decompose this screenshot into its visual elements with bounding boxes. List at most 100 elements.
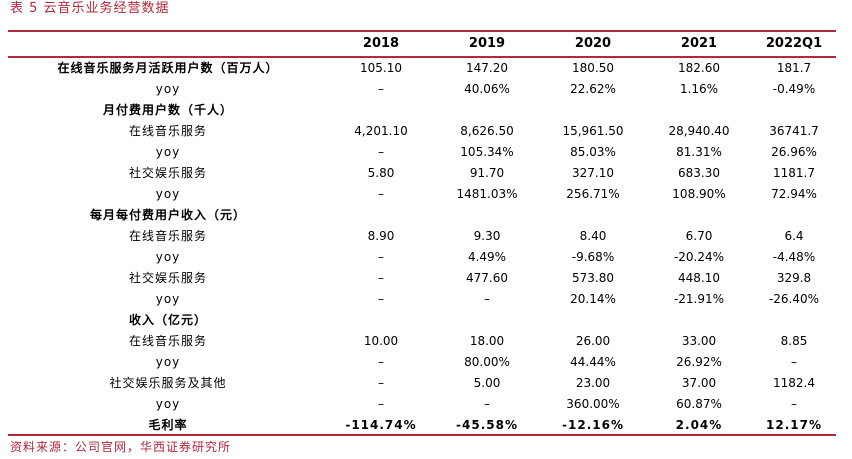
table-row: yoy – 1481.03% 256.71% 108.90% 72.94% xyxy=(8,184,836,205)
data-cell: 37.00 xyxy=(681,376,717,390)
table-body: 在线音乐服务月活跃用户数（百万人） 105.10 147.20 180.50 182.6… xyxy=(8,57,836,436)
data-cell: – xyxy=(484,397,490,411)
data-cell: 60.87% xyxy=(676,397,722,411)
data-cell: -9.68% xyxy=(571,250,615,264)
row-label: 在线音乐服务 xyxy=(128,124,207,138)
data-cell xyxy=(752,205,836,226)
data-cell: 448.10 xyxy=(678,271,720,285)
data-cell xyxy=(646,205,752,226)
data-cell: 4,201.10 xyxy=(354,124,408,138)
data-cell xyxy=(434,205,540,226)
table-row: 毛利率 -114.74% -45.58% -12.16% 2.04% 12.17% xyxy=(8,415,836,436)
table-row: 社交娱乐服务 – 477.60 573.80 448.10 329.8 xyxy=(8,268,836,289)
data-cell: 8,626.50 xyxy=(460,124,514,138)
data-cell: 105.10 xyxy=(360,61,402,75)
data-cell xyxy=(646,310,752,331)
row-label: yoy xyxy=(155,187,181,201)
bottom-rule xyxy=(8,434,836,436)
operating-data-table: 2018 2019 2020 2021 2022Q1 在线音乐服务月活跃用户数（… xyxy=(8,32,836,436)
top-rule xyxy=(8,30,836,32)
header-cell: 2019 xyxy=(434,32,540,58)
data-cell: – xyxy=(378,187,384,201)
table-row: 在线音乐服务 4,201.10 8,626.50 15,961.50 28,940.40… xyxy=(8,121,836,142)
data-cell: 26.92% xyxy=(676,355,722,369)
data-cell: 6.70 xyxy=(685,229,713,243)
data-cell: -4.48% xyxy=(772,250,816,264)
data-cell xyxy=(540,205,646,226)
table-row: yoy – 40.06% 22.62% 1.16% -0.49% xyxy=(8,79,836,100)
data-cell xyxy=(328,205,434,226)
data-cell: -12.16% xyxy=(562,418,624,432)
table-row: 社交娱乐服务 5.80 91.70 327.10 683.30 1181.7 xyxy=(8,163,836,184)
data-cell: – xyxy=(378,355,384,369)
data-cell: 360.00% xyxy=(566,397,620,411)
data-cell: 44.44% xyxy=(570,355,616,369)
row-label: 毛利率 xyxy=(148,418,188,432)
data-cell: – xyxy=(378,145,384,159)
row-label: yoy xyxy=(155,292,181,306)
data-cell: 105.34% xyxy=(460,145,514,159)
header-cell xyxy=(8,32,328,58)
table-row: 月付费用户数（千人） xyxy=(8,100,836,121)
data-cell: 20.14% xyxy=(570,292,616,306)
data-cell: 329.8 xyxy=(776,271,812,285)
data-cell: – xyxy=(484,292,490,306)
data-cell: – xyxy=(791,397,797,411)
data-cell: 28,940.40 xyxy=(668,124,730,138)
table-row: yoy – 80.00% 44.44% 26.92% – xyxy=(8,352,836,373)
data-cell: 8.90 xyxy=(367,229,395,243)
data-cell: – xyxy=(378,250,384,264)
table-row: 在线音乐服务 10.00 18.00 26.00 33.00 8.85 xyxy=(8,331,836,352)
data-cell: -114.74% xyxy=(345,418,417,432)
data-cell: 36741.7 xyxy=(769,124,819,138)
data-cell: 108.90% xyxy=(672,187,726,201)
data-cell: 9.30 xyxy=(473,229,501,243)
source-note: 资料来源：公司官网，华西证券研究所 xyxy=(10,440,232,454)
header-cell: 2021 xyxy=(646,32,752,58)
table-row: 每月每付费用户收入（元） xyxy=(8,205,836,226)
data-cell: 256.71% xyxy=(566,187,620,201)
table-row: 社交娱乐服务及其他 – 5.00 23.00 37.00 1182.4 xyxy=(8,373,836,394)
data-cell: 81.31% xyxy=(676,145,722,159)
table-row: yoy – – 360.00% 60.87% – xyxy=(8,394,836,415)
row-label: 社交娱乐服务及其他 xyxy=(109,376,227,390)
data-cell: 72.94% xyxy=(771,187,817,201)
data-cell: 80.00% xyxy=(464,355,510,369)
data-cell xyxy=(434,100,540,121)
data-cell: 23.00 xyxy=(575,376,611,390)
data-cell: 180.50 xyxy=(572,61,614,75)
data-cell: -26.40% xyxy=(768,292,820,306)
data-cell: – xyxy=(378,397,384,411)
data-cell: 477.60 xyxy=(466,271,508,285)
data-cell: – xyxy=(378,271,384,285)
table-caption: 表 5 云音乐业务经营数据 xyxy=(10,1,170,16)
table-row: 在线音乐服务 8.90 9.30 8.40 6.70 6.4 xyxy=(8,226,836,247)
row-label: 社交娱乐服务 xyxy=(128,271,207,285)
data-cell: 182.60 xyxy=(678,61,720,75)
data-cell: 8.40 xyxy=(579,229,607,243)
row-label: yoy xyxy=(155,250,181,264)
data-cell xyxy=(540,310,646,331)
row-label: 在线音乐服务月活跃用户数（百万人） xyxy=(57,61,279,75)
data-cell xyxy=(752,100,836,121)
data-cell: -0.49% xyxy=(772,82,816,96)
row-label: 社交娱乐服务 xyxy=(128,166,207,180)
data-cell: – xyxy=(378,292,384,306)
row-label: 在线音乐服务 xyxy=(128,229,207,243)
data-cell: 22.62% xyxy=(570,82,616,96)
data-cell: – xyxy=(378,376,384,390)
data-cell: 1181.7 xyxy=(773,166,815,180)
data-cell: 1481.03% xyxy=(456,187,518,201)
table-row: yoy – – 20.14% -21.91% -26.40% xyxy=(8,289,836,310)
table-row: 在线音乐服务月活跃用户数（百万人） 105.10 147.20 180.50 182.6… xyxy=(8,57,836,79)
data-cell xyxy=(434,310,540,331)
table-row: yoy – 105.34% 85.03% 81.31% 26.96% xyxy=(8,142,836,163)
data-cell: 1182.4 xyxy=(773,376,815,390)
data-cell: 10.00 xyxy=(363,334,399,348)
data-cell xyxy=(752,310,836,331)
header-cell: 2018 xyxy=(328,32,434,58)
data-cell: 5.00 xyxy=(473,376,501,390)
table-row: 收入（亿元） xyxy=(8,310,836,331)
row-label: 收入（亿元） xyxy=(128,313,207,327)
data-cell xyxy=(646,100,752,121)
